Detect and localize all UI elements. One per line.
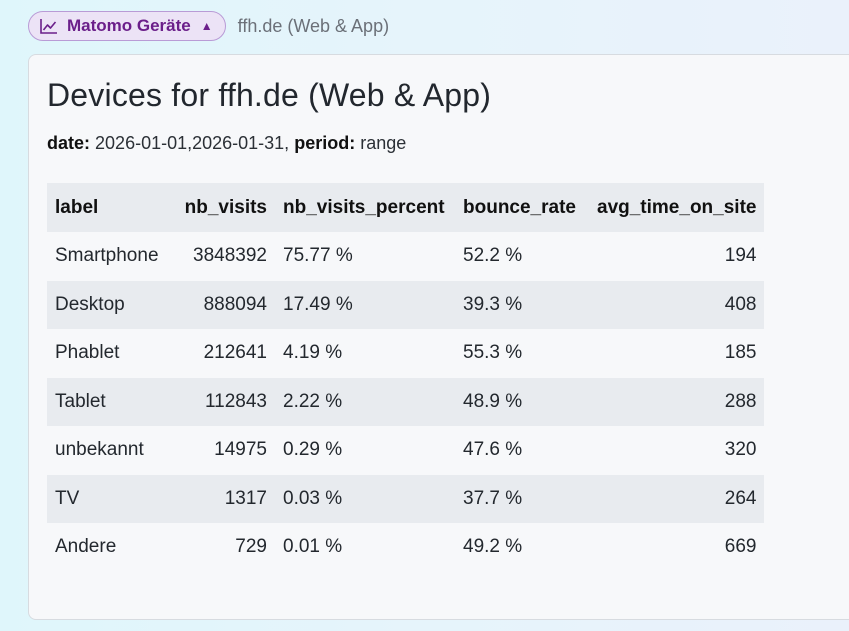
cell-avg-time-on-site: 185 [589, 329, 765, 378]
cell-avg-time-on-site: 320 [589, 426, 765, 475]
cell-avg-time-on-site: 194 [589, 232, 765, 281]
cell-label: Andere [47, 523, 176, 572]
devices-table: label nb_visits nb_visits_percent bounce… [47, 183, 765, 572]
table-row: Tablet 112843 2.22 % 48.9 % 288 [47, 377, 765, 426]
table-row: Andere 729 0.01 % 49.2 % 669 [47, 523, 765, 572]
chip-label: Matomo Geräte [67, 16, 191, 35]
cell-label: Phablet [47, 329, 176, 378]
cell-bounce-rate: 48.9 % [455, 377, 589, 426]
column-header-nb-visits-percent: nb_visits_percent [275, 183, 455, 232]
column-header-bounce-rate: bounce_rate [455, 183, 589, 232]
cell-nb-visits: 729 [176, 523, 275, 572]
table-row: TV 1317 0.03 % 37.7 % 264 [47, 474, 765, 523]
cell-label: Desktop [47, 280, 176, 329]
cell-label: Smartphone [47, 232, 176, 281]
cell-bounce-rate: 37.7 % [455, 474, 589, 523]
cell-avg-time-on-site: 264 [589, 474, 765, 523]
cell-nb-visits-percent: 2.22 % [275, 377, 455, 426]
cell-label: unbekannt [47, 426, 176, 475]
result-card: Devices for ffh.de (Web & App) date: 202… [28, 54, 849, 620]
cell-nb-visits: 888094 [176, 280, 275, 329]
query-meta: date: 2026-01-01,2026-01-31, period: ran… [47, 133, 406, 154]
column-header-label: label [47, 183, 176, 232]
cell-nb-visits: 14975 [176, 426, 275, 475]
cell-bounce-rate: 52.2 % [455, 232, 589, 281]
cell-nb-visits: 3848392 [176, 232, 275, 281]
cell-nb-visits-percent: 0.01 % [275, 523, 455, 572]
table-header-row: label nb_visits nb_visits_percent bounce… [47, 183, 765, 232]
cell-avg-time-on-site: 669 [589, 523, 765, 572]
caret-up-icon: ▲ [200, 19, 213, 33]
cell-avg-time-on-site: 288 [589, 377, 765, 426]
page-title: Devices for ffh.de (Web & App) [47, 77, 492, 113]
cell-nb-visits: 212641 [176, 329, 275, 378]
cell-label: Tablet [47, 377, 176, 426]
cell-label: TV [47, 474, 176, 523]
cell-avg-time-on-site: 408 [589, 280, 765, 329]
cell-nb-visits: 1317 [176, 474, 275, 523]
cell-nb-visits-percent: 4.19 % [275, 329, 455, 378]
cell-nb-visits-percent: 0.29 % [275, 426, 455, 475]
cell-nb-visits-percent: 17.49 % [275, 280, 455, 329]
table-row: Smartphone 3848392 75.77 % 52.2 % 194 [47, 232, 765, 281]
date-key: date: [47, 133, 91, 153]
date-value: 2026-01-01,2026-01-31, [95, 133, 290, 153]
table-row: unbekannt 14975 0.29 % 47.6 % 320 [47, 426, 765, 475]
cell-bounce-rate: 55.3 % [455, 329, 589, 378]
table-row: Phablet 212641 4.19 % 55.3 % 185 [47, 329, 765, 378]
column-header-nb-visits: nb_visits [176, 183, 275, 232]
table-row: Desktop 888094 17.49 % 39.3 % 408 [47, 280, 765, 329]
cell-bounce-rate: 49.2 % [455, 523, 589, 572]
column-header-avg-time-on-site: avg_time_on_site [589, 183, 765, 232]
cell-bounce-rate: 39.3 % [455, 280, 589, 329]
cell-nb-visits-percent: 75.77 % [275, 232, 455, 281]
site-name: ffh.de (Web & App) [237, 15, 390, 36]
top-bar: Matomo Geräte ▲ ffh.de (Web & App) [28, 9, 389, 43]
period-value: range [360, 133, 407, 153]
matomo-devices-chip[interactable]: Matomo Geräte ▲ [28, 11, 226, 41]
cell-bounce-rate: 47.6 % [455, 426, 589, 475]
cell-nb-visits: 112843 [176, 377, 275, 426]
line-chart-icon [40, 19, 57, 34]
period-key: period: [294, 133, 356, 153]
cell-nb-visits-percent: 0.03 % [275, 474, 455, 523]
